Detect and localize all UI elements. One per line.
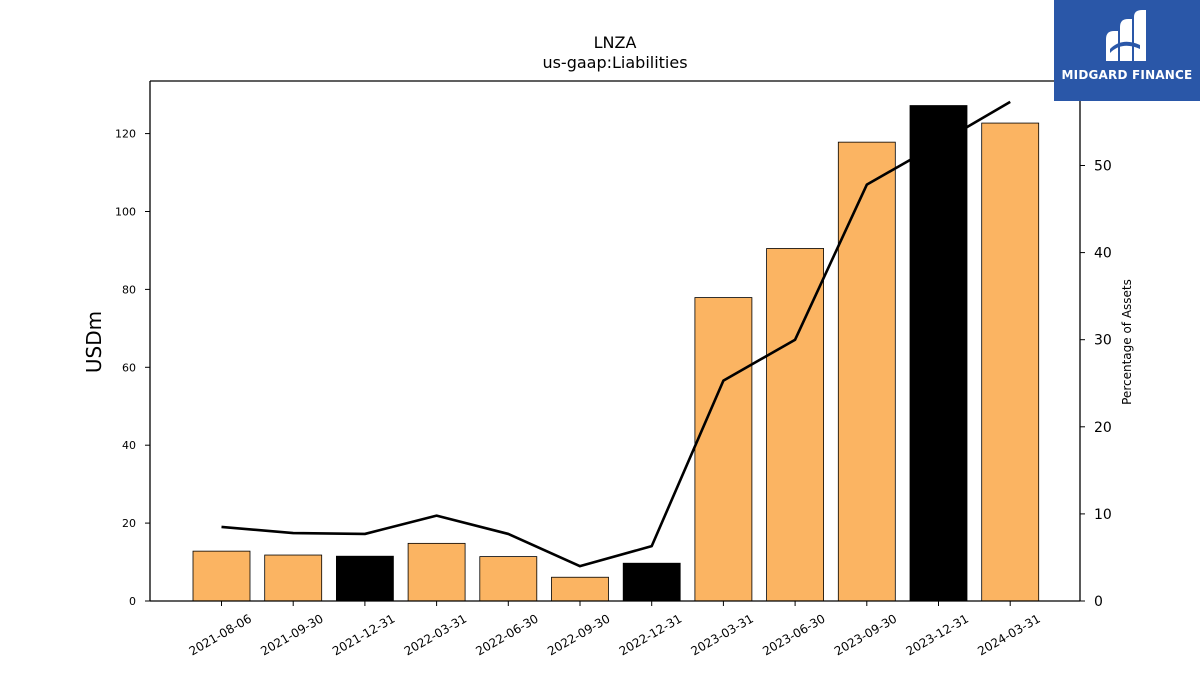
x-tick-label: 2021-08-06 <box>187 611 254 658</box>
y-axis-label: USDm <box>82 311 106 373</box>
bar-2023-03-31 <box>694 297 753 602</box>
bar-2021-09-30 <box>264 554 323 602</box>
bar-2021-12-31 <box>335 555 394 602</box>
left-tick-label: 80 <box>122 283 136 296</box>
bar-2022-06-30 <box>479 556 538 602</box>
percentage-line-group <box>221 100 1011 568</box>
bar-2023-06-30 <box>766 248 824 602</box>
left-tick-label: 40 <box>122 439 136 452</box>
right-tick-label: 50 <box>1094 158 1112 174</box>
bar-2021-08-06 <box>192 550 251 602</box>
logo-text: MIDGARD FINANCE <box>1061 68 1193 82</box>
x-tick-label: 2023-12-31 <box>904 611 971 658</box>
left-tick-label: 60 <box>122 361 136 374</box>
right-tick-label: 10 <box>1094 507 1112 523</box>
midgard-logo-icon <box>1106 10 1146 61</box>
left-tick-label: 0 <box>129 595 136 608</box>
right-tick-label: 30 <box>1094 333 1112 349</box>
x-tick-label: 2022-12-31 <box>617 611 684 658</box>
right-tick-label: 40 <box>1094 246 1112 262</box>
bars-group <box>192 105 1040 602</box>
bar-2022-09-30 <box>551 576 609 602</box>
percentage-of-assets-line <box>221 100 1011 568</box>
x-tick-label: 2024-03-31 <box>975 611 1042 658</box>
bar-2022-03-31 <box>407 542 466 602</box>
left-tick-label: 100 <box>115 205 136 218</box>
x-tick-label: 2023-06-30 <box>760 611 827 658</box>
x-tick-label: 2021-12-31 <box>330 611 397 658</box>
midgard-finance-logo: MIDGARD FINANCE <box>1054 0 1200 101</box>
left-tick-label: 120 <box>115 128 136 141</box>
x-tick-label: 2021-09-30 <box>258 611 325 658</box>
y2-axis-label: Percentage of Assets <box>1120 279 1134 405</box>
bar-2024-03-31 <box>981 122 1040 602</box>
bar-2023-12-31 <box>909 105 968 602</box>
bar-2022-12-31 <box>622 562 681 602</box>
x-tick-label: 2022-03-31 <box>402 611 469 658</box>
right-tick-label: 0 <box>1094 594 1103 610</box>
bar-2023-09-30 <box>837 141 896 602</box>
chart-title: LNZA <box>594 33 637 52</box>
x-tick-label: 2022-09-30 <box>545 611 612 658</box>
x-tick-label: 2022-06-30 <box>473 611 540 658</box>
x-tick-label: 2023-09-30 <box>832 611 899 658</box>
left-tick-label: 20 <box>122 517 136 530</box>
right-tick-label: 20 <box>1094 420 1112 436</box>
x-tick-label: 2023-03-31 <box>688 611 755 658</box>
chart-subtitle: us-gaap:Liabilities <box>542 53 687 72</box>
